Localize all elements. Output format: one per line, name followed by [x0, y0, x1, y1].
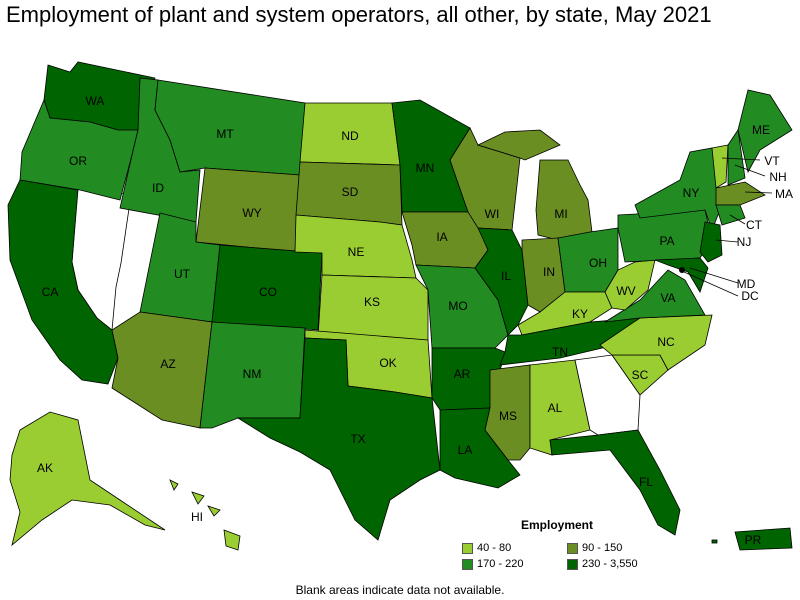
label-wy: WY: [242, 206, 261, 220]
label-oh: OH: [589, 256, 607, 270]
legend-item-90-150: 90 - 150: [567, 542, 667, 554]
label-al: AL: [548, 401, 563, 415]
legend-item-40-80: 40 - 80: [462, 542, 567, 554]
label-nc: NC: [657, 335, 675, 349]
state-ks[interactable]: [317, 274, 429, 341]
label-hi: HI: [191, 510, 203, 524]
label-nj: NJ: [737, 235, 752, 249]
legend-title: Employment: [520, 518, 593, 532]
state-va[interactable]: [604, 269, 706, 323]
label-pr: PR: [745, 533, 762, 547]
legend-swatch: [567, 542, 578, 554]
label-dc: DC: [741, 289, 759, 303]
state-nj[interactable]: [699, 221, 723, 263]
label-ut: UT: [174, 267, 191, 281]
leader-vt: [721, 157, 761, 161]
label-va: VA: [660, 291, 675, 305]
footnote: Blank areas indicate data not available.: [295, 583, 505, 597]
legend-label: 90 - 150: [582, 542, 623, 554]
label-wa: WA: [86, 94, 105, 108]
label-ar: AR: [454, 367, 471, 381]
leader-nh: [734, 164, 766, 177]
label-mi: MI: [554, 207, 567, 221]
state-me[interactable]: [737, 89, 793, 174]
label-il: IL: [501, 269, 511, 283]
label-mo: MO: [448, 299, 467, 313]
legend-label: 170 - 220: [477, 558, 524, 570]
legend-item-230-3550: 230 - 3,550: [567, 558, 667, 570]
label-az: AZ: [160, 357, 175, 371]
label-la: LA: [458, 443, 473, 457]
dc-marker[interactable]: [679, 267, 685, 273]
legend: Employment 40 - 80 90 - 150 170 - 220 23…: [462, 518, 662, 570]
label-mt: MT: [216, 127, 234, 141]
leader-dc: [683, 271, 739, 297]
state-mi-upper[interactable]: [476, 129, 561, 161]
legend-item-170-220: 170 - 220: [462, 558, 567, 570]
label-nh: NH: [769, 170, 786, 184]
leader-ct: [729, 214, 746, 225]
state-co[interactable]: [211, 244, 323, 331]
state-ca[interactable]: [7, 179, 119, 385]
label-in: IN: [543, 265, 555, 279]
label-mn: MN: [416, 161, 435, 175]
state-pr[interactable]: [734, 527, 793, 551]
label-wv: WV: [616, 284, 635, 298]
label-vt: VT: [764, 154, 780, 168]
label-wi: WI: [485, 207, 500, 221]
label-ny: NY: [683, 186, 700, 200]
legend-label: 40 - 80: [477, 542, 512, 554]
label-ne: NE: [348, 245, 365, 259]
state-wv[interactable]: [604, 259, 656, 311]
legend-label: 230 - 3,550: [582, 558, 638, 570]
state-il[interactable]: [474, 227, 529, 336]
label-me: ME: [752, 123, 770, 137]
label-ma: MA: [775, 187, 793, 201]
state-pr-island: [711, 539, 718, 544]
state-ak[interactable]: [9, 411, 166, 547]
label-nm: NM: [243, 367, 262, 381]
state-hi[interactable]: [169, 479, 241, 551]
legend-swatch: [462, 558, 473, 570]
label-sd: SD: [342, 185, 359, 199]
label-md: MD: [737, 277, 756, 291]
legend-swatch: [462, 542, 473, 554]
label-ms: MS: [499, 409, 517, 423]
leader-ma: [744, 191, 773, 194]
label-tx: TX: [350, 432, 365, 446]
label-sc: SC: [632, 368, 649, 382]
label-ia: IA: [436, 230, 447, 244]
label-ca: CA: [42, 285, 59, 299]
label-id: ID: [152, 181, 164, 195]
state-fl[interactable]: [549, 429, 681, 536]
state-md[interactable]: [654, 257, 709, 293]
leader-nj: [715, 239, 739, 243]
label-or: OR: [69, 154, 87, 168]
label-ky: KY: [572, 307, 588, 321]
label-ct: CT: [746, 218, 763, 232]
label-co: CO: [259, 285, 277, 299]
label-nd: ND: [341, 129, 359, 143]
map-title: Employment of plant and system operators…: [6, 2, 712, 27]
label-ak: AK: [37, 461, 53, 475]
state-mi[interactable]: [535, 159, 593, 241]
state-tx[interactable]: [236, 337, 441, 541]
label-pa: PA: [659, 234, 674, 248]
state-oh[interactable]: [557, 227, 619, 293]
label-ok: OK: [379, 356, 396, 370]
state-ma[interactable]: [715, 181, 766, 206]
state-vt[interactable]: [711, 144, 729, 189]
state-nh[interactable]: [727, 128, 746, 186]
label-ks: KS: [364, 295, 380, 309]
label-tn: TN: [552, 345, 568, 359]
state-wi[interactable]: [449, 127, 521, 231]
legend-swatch: [567, 558, 578, 570]
label-fl: FL: [639, 475, 653, 489]
leader-md: [689, 267, 739, 284]
